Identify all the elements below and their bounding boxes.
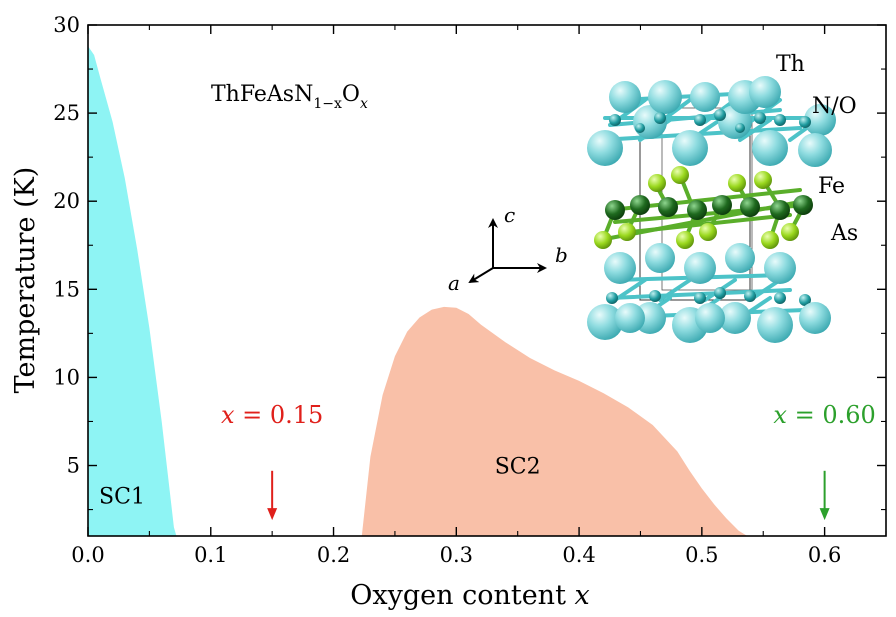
th-atom xyxy=(799,302,831,334)
th-atom xyxy=(604,252,636,284)
x-tick-label: 0.1 xyxy=(194,543,227,567)
fe-atom xyxy=(740,197,760,217)
n-o-atom xyxy=(649,290,661,302)
formula-label: ThFeAsN1−xOx xyxy=(211,82,368,112)
n-o-atom xyxy=(654,112,666,124)
x-tick-label: 0.3 xyxy=(440,543,473,567)
fe-atom xyxy=(793,195,813,215)
n-o-atom xyxy=(744,290,756,302)
axis-ticks: 0.0 0.1 0.2 0.3 0.4 0.5 0.6 5 10 15 20 25 30 xyxy=(53,13,887,567)
y-tick-label: 5 xyxy=(67,454,80,478)
as-atom xyxy=(728,174,746,192)
y-tick-label: 20 xyxy=(53,189,80,213)
annotation-label: x = 0.15 xyxy=(221,401,323,429)
y-tick-label: 15 xyxy=(53,277,80,301)
n-o-atom xyxy=(714,287,726,299)
x-tick-label: 0.0 xyxy=(71,543,104,567)
n-o-atom xyxy=(735,123,745,133)
axis-a-arrow xyxy=(468,267,494,284)
atom-label-as: As xyxy=(830,221,858,246)
n-o-atom xyxy=(714,109,726,121)
n-o-atom xyxy=(774,114,786,126)
bond xyxy=(658,278,692,302)
annotations: x = 0.15 x = 0.60 xyxy=(221,401,876,521)
y-tick-label: 30 xyxy=(53,13,80,37)
bond xyxy=(613,278,647,302)
n-o-atom xyxy=(606,292,618,304)
th-atom xyxy=(757,307,793,343)
th-atom xyxy=(798,133,832,167)
fe-atom xyxy=(712,195,732,215)
as-atom xyxy=(754,171,772,189)
crystal-structure-inset: a b c Th N/O Fe As xyxy=(448,52,858,343)
n-o-atom xyxy=(694,292,706,304)
x-tick-label: 0.6 xyxy=(808,543,841,567)
th-atom xyxy=(615,303,645,333)
fe-atom xyxy=(770,200,790,220)
atom-label-th: Th xyxy=(776,52,805,77)
th-atom xyxy=(648,80,682,114)
th-atom xyxy=(587,130,623,166)
region-label-sc1: SC1 xyxy=(99,484,145,509)
th-atom xyxy=(804,104,836,136)
as-atom xyxy=(676,231,694,249)
x-tick-label: 0.2 xyxy=(317,543,350,567)
fe-atom xyxy=(687,200,707,220)
fe-atom xyxy=(605,200,625,220)
axis-c-label: c xyxy=(504,203,515,227)
y-tick-label: 10 xyxy=(53,365,80,389)
x-axis-title: Oxygen content x xyxy=(350,580,590,611)
as-atom xyxy=(594,231,612,249)
th-atom xyxy=(645,243,675,273)
n-o-atom xyxy=(635,123,645,133)
th-atom xyxy=(719,302,751,334)
region-sc2 xyxy=(361,306,748,536)
annotation-arrowhead xyxy=(819,508,830,521)
n-o-atom xyxy=(799,294,811,306)
th-atom xyxy=(672,130,708,166)
axis-b-label: b xyxy=(555,243,568,267)
region-fills xyxy=(88,46,748,536)
region-sc1 xyxy=(88,46,177,536)
as-atom xyxy=(671,166,689,184)
atom-label-fe: Fe xyxy=(818,174,845,199)
n-o-atom xyxy=(799,116,811,128)
n-o-atom xyxy=(609,114,621,126)
th-atom xyxy=(725,243,755,273)
th-atom xyxy=(587,304,623,340)
x-tick-label: 0.5 xyxy=(685,543,718,567)
n-o-atom xyxy=(694,114,706,126)
th-atom xyxy=(752,130,788,166)
th-atom xyxy=(749,76,781,108)
as-atom xyxy=(699,223,717,241)
bond xyxy=(738,118,772,142)
y-tick-label: 25 xyxy=(53,101,80,125)
as-atom xyxy=(648,174,666,192)
y-axis-title: Temperature (K) xyxy=(10,167,41,394)
th-atom xyxy=(684,252,716,284)
as-atom xyxy=(781,223,799,241)
annotation-label: x = 0.60 xyxy=(773,401,875,429)
th-atom xyxy=(764,252,796,284)
as-atom xyxy=(761,231,779,249)
atom-label-n-o: N/O xyxy=(812,94,857,119)
n-o-atom xyxy=(774,292,786,304)
x-tick-label: 0.4 xyxy=(562,543,595,567)
th-atom xyxy=(695,303,725,333)
fe-atom xyxy=(658,197,678,217)
plot-frame xyxy=(87,24,887,537)
region-labels: SC1 SC2 xyxy=(99,455,541,510)
region-label-sc2: SC2 xyxy=(495,455,541,480)
annotation-arrowhead xyxy=(267,508,278,521)
fe-atom xyxy=(630,195,650,215)
as-atom xyxy=(618,223,636,241)
axis-a-label: a xyxy=(448,271,460,295)
th-atom xyxy=(690,82,720,112)
th-atom xyxy=(609,81,641,113)
n-o-atom xyxy=(754,112,766,124)
